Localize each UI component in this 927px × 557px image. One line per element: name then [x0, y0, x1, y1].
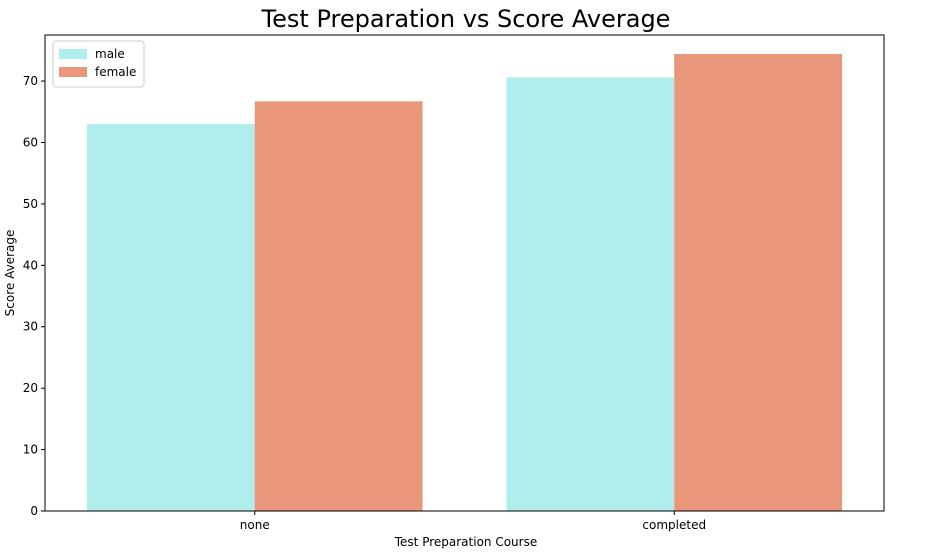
y-tick-label: 40 [23, 258, 38, 272]
y-tick-label: 10 [23, 443, 38, 457]
legend: male female [52, 40, 145, 88]
x-axis-label: Test Preparation Course [394, 535, 537, 549]
chart-title: Test Preparation vs Score Average [261, 5, 671, 33]
y-tick-label: 0 [30, 504, 38, 518]
y-axis-label: Score Average [3, 230, 17, 317]
y-tick-label: 30 [23, 320, 38, 334]
x-tick-label: completed [642, 518, 706, 532]
y-tick-label: 60 [23, 135, 38, 149]
legend-swatch-female [59, 67, 87, 77]
bar-male-completed [506, 77, 675, 511]
axes: 0 10 20 30 40 50 60 70 none completed [23, 34, 885, 532]
y-tick-label: 50 [23, 197, 38, 211]
bar-female-completed [674, 54, 843, 511]
legend-label-female: female [95, 65, 136, 79]
legend-label-male: male [95, 47, 125, 61]
bar-male-none [86, 124, 255, 511]
y-tick-label: 20 [23, 381, 38, 395]
legend-swatch-male [59, 49, 87, 59]
plot-area [86, 54, 843, 512]
plot-frame [44, 34, 885, 512]
bar-female-none [254, 101, 423, 512]
x-tick-label: none [240, 518, 270, 532]
y-tick-label: 70 [23, 74, 38, 88]
